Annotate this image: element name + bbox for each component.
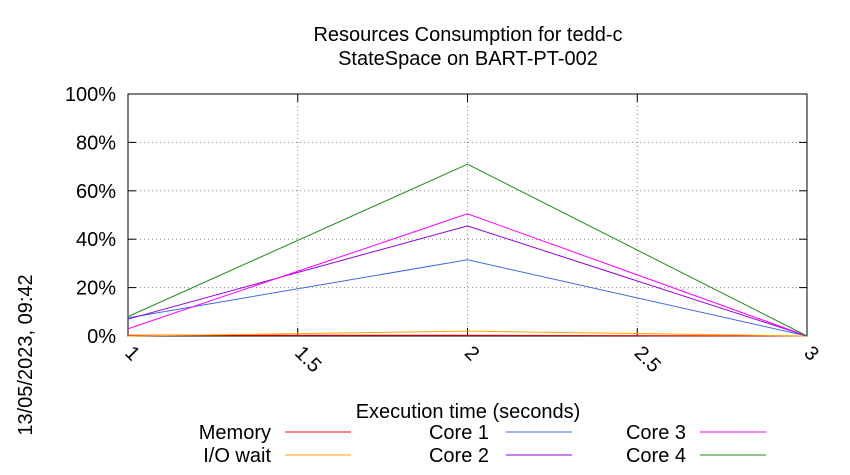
y-tick-label: 80% <box>76 132 116 154</box>
legend-label-core-2: Core 2 <box>429 445 489 467</box>
x-tick-label: 2.5 <box>630 342 665 377</box>
timestamp: 13/05/2023, 09:42 <box>15 274 37 435</box>
series-line-core-1 <box>127 259 808 337</box>
chart-subtitle: StateSpace on BART-PT-002 <box>338 48 598 70</box>
plot-area-border <box>127 93 808 337</box>
series-line-i-o-wait <box>127 330 808 337</box>
y-tick-label: 60% <box>76 181 116 203</box>
legend-label-core-3: Core 3 <box>626 422 686 444</box>
legend-label-core-4: Core 4 <box>626 445 686 467</box>
y-tick-label: 0% <box>87 326 116 348</box>
legend-label-i-o-wait: I/O wait <box>203 445 271 467</box>
y-tick-label: 40% <box>76 229 116 251</box>
y-tick-label: 100% <box>65 84 116 106</box>
series-group <box>127 163 808 337</box>
series-line-core-4 <box>127 163 808 337</box>
series-line-memory <box>128 334 808 337</box>
series-line-core-3 <box>127 213 808 337</box>
y-axis: 0% 20% 40% 60% 80% 100% <box>65 84 807 348</box>
x-tick-label: 1.5 <box>290 342 325 377</box>
legend-label-memory: Memory <box>199 422 271 444</box>
chart-title: Resources Consumption for tedd-c <box>313 24 622 46</box>
y-tick-label: 20% <box>76 278 116 300</box>
x-tick-label: 2 <box>460 342 483 365</box>
x-tick-label: 1 <box>120 342 143 365</box>
grid <box>128 94 807 336</box>
x-axis-label: Execution time (seconds) <box>356 401 581 423</box>
legend-label-core-1: Core 1 <box>429 422 489 444</box>
series-line-core-2 <box>127 225 808 337</box>
x-tick-label: 3 <box>799 342 822 365</box>
